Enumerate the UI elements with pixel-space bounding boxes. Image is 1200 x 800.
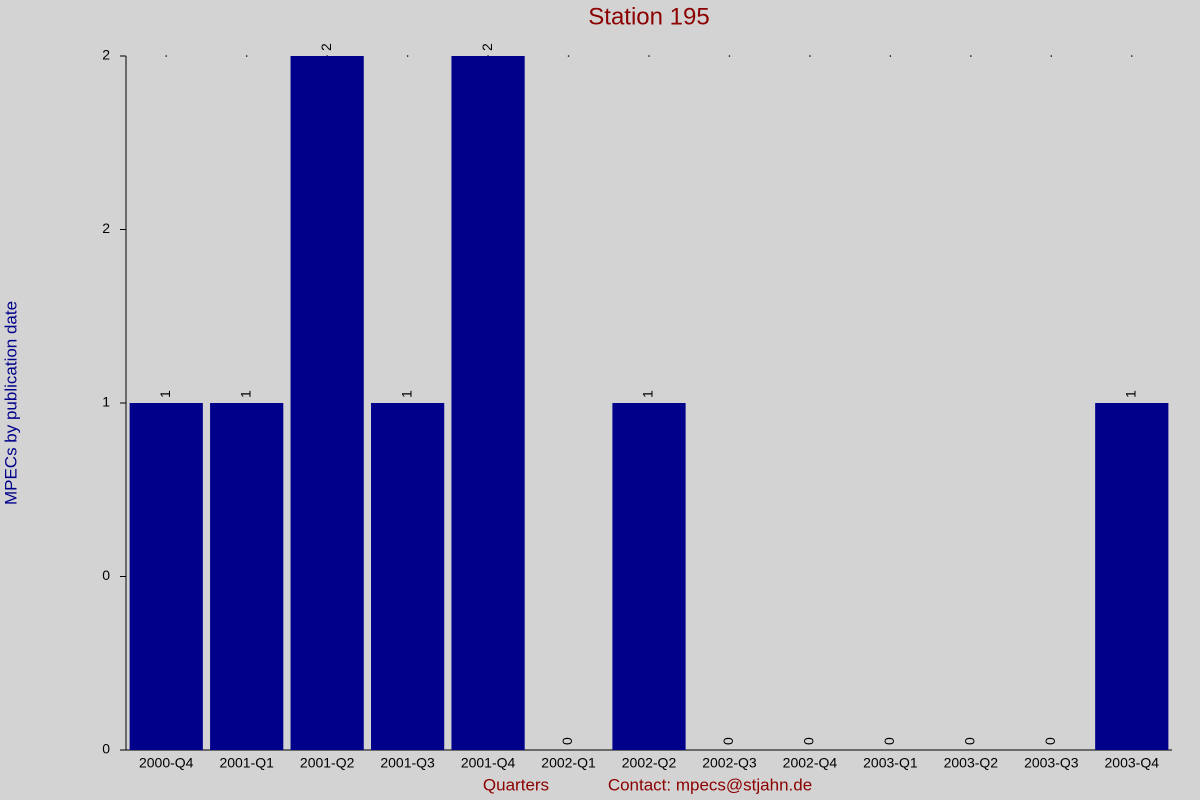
x-axis-label: Quarters [483,775,549,794]
x-tick-label: 2003-Q3 [1024,755,1079,771]
top-tick [728,55,731,57]
top-tick [970,55,972,57]
x-tick-label: 2003-Q4 [1105,755,1160,771]
top-tick [809,55,811,57]
value-label: 1 [237,390,253,398]
value-label: 0 [881,737,897,745]
value-label: 0 [962,737,978,745]
top-tick [567,55,570,57]
x-tick-label: 2002-Q3 [702,755,757,771]
x-tick-label: 2000-Q4 [139,755,194,771]
value-label: 1 [640,390,656,398]
value-label: 1 [1122,390,1138,398]
y-tick-label: 2 [102,220,110,236]
bar [129,403,203,750]
top-tick [889,55,892,57]
x-tick-label: 2003-Q1 [863,755,918,771]
y-tick-label: 0 [102,567,110,583]
x-tick-label: 2001-Q4 [461,755,516,771]
top-tick [245,55,248,57]
top-tick [648,55,650,57]
bar [451,56,525,750]
y-tick-label: 0 [102,741,110,757]
value-label: 2 [318,43,334,51]
annotation: Contact: mpecs@stjahn.de [608,775,812,794]
value-label: 0 [720,737,736,745]
y-tick-label: 1 [102,394,110,410]
x-tick-label: 2003-Q2 [944,755,999,771]
value-label: 0 [801,737,817,745]
x-tick-label: 2001-Q1 [219,755,274,771]
x-tick-label: 2002-Q2 [622,755,677,771]
bar [1095,403,1169,750]
value-label: 0 [1042,737,1058,745]
top-tick [406,55,409,57]
bar [210,403,284,750]
bar [371,403,445,750]
top-tick [165,55,168,57]
value-label: 0 [559,737,575,745]
bar [290,56,364,750]
x-tick-label: 2001-Q2 [300,755,355,771]
y-axis-label: MPECs by publication date [1,301,20,505]
x-tick-label: 2001-Q3 [380,755,435,771]
x-tick-label: 2002-Q4 [783,755,838,771]
y-tick-label: 2 [102,47,110,63]
chart-title: Station 195 [588,3,709,30]
value-label: 1 [398,390,414,398]
value-label: 2 [479,43,495,51]
x-tick-label: 2002-Q1 [541,755,596,771]
bar [612,403,686,750]
top-tick [1050,55,1053,57]
value-label: 1 [157,390,173,398]
top-tick [1130,55,1133,57]
